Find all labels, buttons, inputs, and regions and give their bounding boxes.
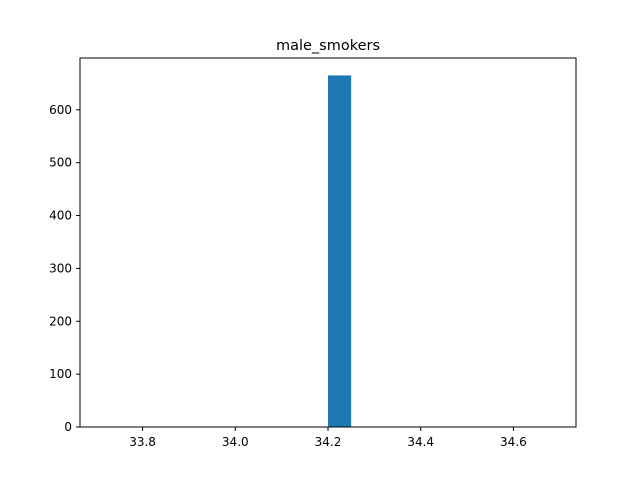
chart-title: male_smokers xyxy=(276,38,380,54)
x-tick-label: 33.8 xyxy=(129,435,156,449)
y-tick-label: 200 xyxy=(49,314,72,328)
x-tick-label: 34.0 xyxy=(222,435,249,449)
y-tick-label: 400 xyxy=(49,209,72,223)
y-axis-ticks: 0 100 200 300 400 500 600 xyxy=(49,103,80,434)
y-tick-label: 600 xyxy=(49,103,72,117)
y-tick-label: 100 xyxy=(49,367,72,381)
x-tick-label: 34.6 xyxy=(500,435,527,449)
plot-frame xyxy=(79,57,577,428)
x-tick-label: 34.4 xyxy=(407,435,434,449)
x-tick-label: 34.2 xyxy=(315,435,342,449)
y-tick-label: 500 xyxy=(49,156,72,170)
y-tick-label: 300 xyxy=(49,261,72,275)
histogram-bar xyxy=(328,75,352,427)
y-tick-label: 0 xyxy=(64,420,72,434)
bars-layer xyxy=(328,75,352,427)
x-axis-ticks: 33.8 34.0 34.2 34.4 34.6 xyxy=(129,427,527,449)
